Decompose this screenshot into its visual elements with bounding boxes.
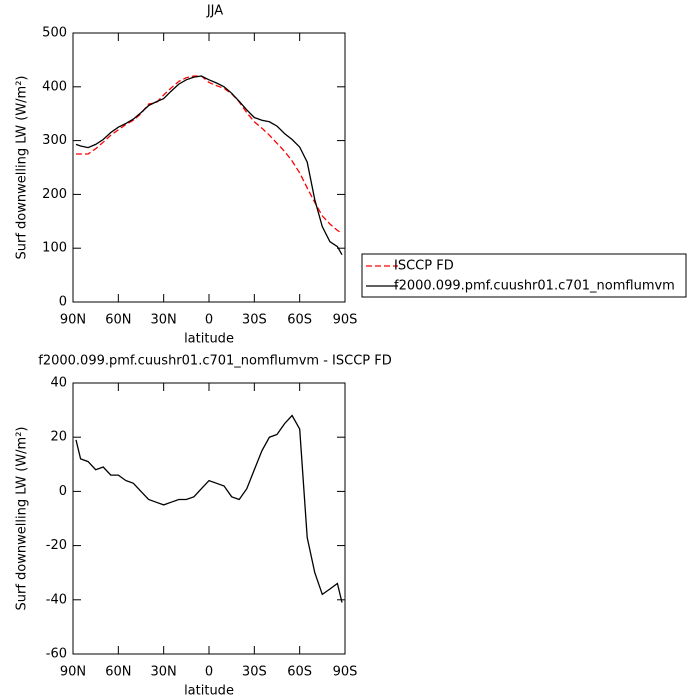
x-tick-label: 90S: [333, 313, 358, 328]
data-line: [75, 75, 343, 256]
x-tick-label: 90N: [60, 313, 86, 328]
y-tick-label: -20: [46, 538, 67, 553]
data-line: [76, 75, 343, 234]
legend-label: ISCCP FD: [394, 259, 454, 274]
legend-label: f2000.099.pmf.cuushr01.c701_nomflumvm: [394, 279, 675, 294]
y-axis-label: Surf downwelling LW (W/m²): [15, 76, 30, 260]
x-tick-label: 0: [205, 313, 213, 328]
y-tick-label: 0: [59, 295, 67, 310]
chart-title: f2000.099.pmf.cuushr01.c701_nomflumvm - …: [38, 354, 392, 369]
y-tick-label: 300: [42, 133, 67, 148]
x-tick-label: 30N: [151, 313, 177, 328]
x-axis-label: latitude: [184, 332, 234, 347]
y-tick-label: 400: [42, 79, 67, 94]
x-tick-label: 30S: [242, 665, 267, 680]
x-tick-label: 90S: [333, 665, 358, 680]
x-tick-label: 60S: [287, 665, 312, 680]
y-tick-label: -40: [46, 592, 67, 607]
y-axis-label: Surf downwelling LW (W/m²): [15, 427, 30, 611]
y-tick-label: 200: [42, 187, 67, 202]
legend-box: [361, 253, 687, 298]
y-tick-label: 0: [59, 484, 67, 499]
x-tick-label: 60N: [105, 665, 131, 680]
plot-frame: [72, 32, 346, 303]
x-axis-label: latitude: [184, 684, 234, 699]
x-tick-label: 0: [205, 665, 213, 680]
x-tick-label: 30S: [242, 313, 267, 328]
x-tick-label: 60S: [287, 313, 312, 328]
y-tick-label: 20: [50, 430, 67, 445]
y-tick-label: 500: [42, 26, 67, 41]
chart-title: JJA: [206, 4, 223, 19]
plot-frame: [72, 382, 346, 655]
x-tick-label: 60N: [105, 313, 131, 328]
data-line: [75, 414, 343, 603]
x-tick-label: 30N: [151, 665, 177, 680]
y-tick-label: 100: [42, 241, 67, 256]
x-tick-label: 90N: [60, 665, 86, 680]
y-tick-label: 40: [50, 376, 67, 391]
y-tick-label: -60: [46, 647, 67, 662]
